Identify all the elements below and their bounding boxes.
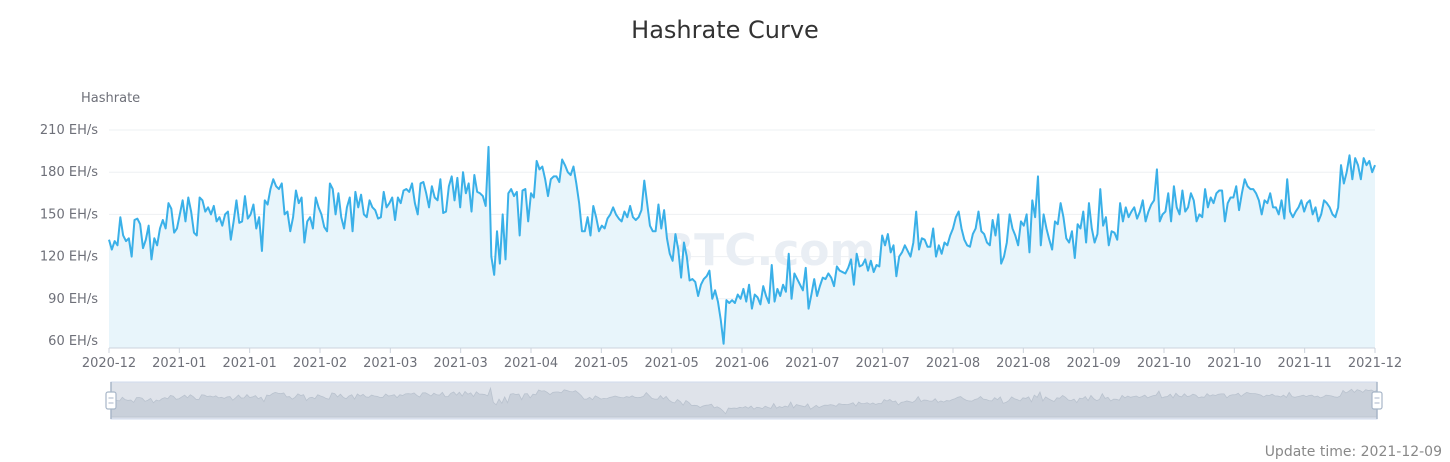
x-tick-label: 2021-11	[1278, 356, 1332, 371]
x-tick-label: 2021-12	[1348, 356, 1402, 371]
x-tick-label: 2021-07	[785, 356, 839, 371]
x-tick-label: 2021-03	[363, 356, 417, 371]
x-tick-label: 2021-05	[645, 356, 699, 371]
x-tick-label: 2021-10	[1137, 356, 1191, 371]
x-tick-label: 2021-06	[715, 356, 769, 371]
series-line	[108, 145, 1376, 345]
y-tick-label: 60 EH/s	[48, 334, 98, 349]
x-axis: 2020-12 2021-01 2021-01 2021-02 2021-03 2021-…	[82, 348, 1402, 371]
x-tick-label: 2021-10	[1207, 356, 1261, 371]
y-axis-label: Hashrate	[81, 91, 140, 106]
y-tick-label: 180 EH/s	[40, 165, 98, 180]
y-tick-label: 120 EH/s	[40, 250, 98, 265]
slider-right-handle[interactable]	[1371, 391, 1383, 410]
data-zoom-slider[interactable]	[105, 381, 1383, 420]
slider-preview-area	[110, 386, 1378, 418]
x-tick-label: 2021-02	[293, 356, 347, 371]
chart-title: Hashrate Curve	[631, 16, 819, 44]
x-tick-label: 2021-01	[152, 356, 206, 371]
x-tick-label: 2020-12	[82, 356, 136, 371]
y-tick-label: 150 EH/s	[40, 207, 98, 222]
slider-left-handle[interactable]	[105, 391, 117, 410]
x-tick-label: 2021-04	[504, 356, 558, 371]
x-tick-label: 2021-08	[996, 356, 1050, 371]
x-tick-label: 2021-03	[434, 356, 488, 371]
x-tick-label: 2021-09	[1067, 356, 1121, 371]
x-tick-label: 2021-05	[574, 356, 628, 371]
x-tick-label: 2021-01	[223, 356, 277, 371]
series-area	[109, 146, 1375, 348]
y-tick-label: 210 EH/s	[40, 123, 98, 138]
y-axis: 60 EH/s 90 EH/s 120 EH/s 150 EH/s 180 EH/s 21…	[40, 123, 98, 349]
x-tick-label: 2021-07	[856, 356, 910, 371]
watermark: BTC.com	[661, 225, 876, 276]
update-time: Update time: 2021-12-09	[1264, 444, 1442, 460]
x-tick-label: 2021-08	[926, 356, 980, 371]
y-tick-label: 90 EH/s	[48, 292, 98, 307]
